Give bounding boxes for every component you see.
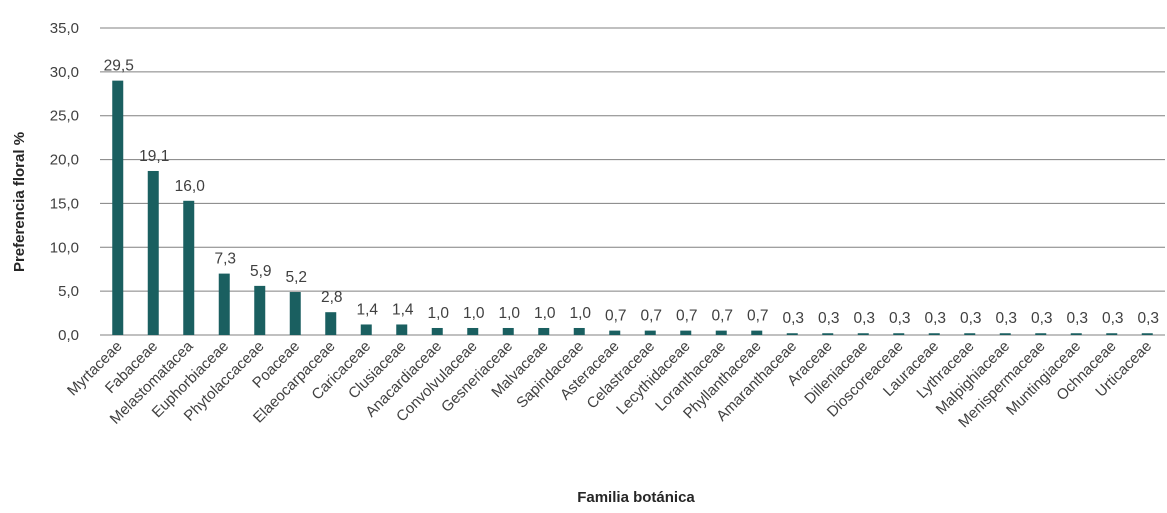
bar	[538, 327, 550, 335]
data-label: 0,3	[782, 310, 804, 327]
bar	[893, 333, 905, 335]
bar	[360, 324, 372, 335]
data-label: 16,0	[175, 178, 206, 195]
bar	[431, 327, 443, 335]
bar	[609, 330, 621, 335]
data-label: 1,0	[463, 305, 485, 322]
bar	[1141, 333, 1153, 335]
bar	[964, 333, 976, 335]
bar	[1070, 333, 1082, 335]
y-axis-title: Preferencia floral %	[11, 132, 28, 272]
data-label: 1,0	[534, 305, 556, 322]
data-label: 0,3	[1102, 310, 1124, 327]
bar	[467, 327, 479, 335]
data-label: 19,1	[139, 148, 169, 165]
y-axis-ticks: 0,0 5,0 10,0 15,0 20,0 25,0 30,0 35,0	[50, 20, 79, 344]
data-label: 0,7	[711, 308, 733, 325]
bar	[857, 333, 869, 335]
data-label: 0,3	[960, 310, 982, 327]
bar	[751, 330, 763, 335]
bar	[1035, 333, 1047, 335]
bar	[147, 170, 159, 335]
bar	[715, 330, 727, 335]
data-labels: 29,5 19,1 16,0 7,3 5,9 5,2 2,8 1,4 1,4 1,0 1,0 1,0 1…	[104, 58, 1159, 328]
bar	[325, 312, 337, 335]
data-label: 7,3	[214, 251, 236, 268]
bar	[112, 80, 124, 335]
bar	[999, 333, 1011, 335]
data-label: 0,3	[1137, 310, 1159, 327]
bar	[289, 292, 301, 335]
y-tick-label: 10,0	[50, 239, 79, 256]
data-label: 0,3	[1031, 310, 1053, 327]
data-label: 0,3	[924, 310, 946, 327]
bar	[680, 330, 692, 335]
x-axis-categories: MyrtaceaeFabaceaeMelastomataceaEuphorbia…	[64, 337, 1155, 431]
bar	[502, 327, 514, 335]
data-label: 1,4	[392, 301, 414, 318]
data-label: 0,7	[605, 308, 627, 325]
data-label: 0,7	[676, 308, 698, 325]
data-label: 2,8	[321, 289, 343, 306]
bar	[786, 333, 798, 335]
y-tick-label: 35,0	[50, 20, 79, 37]
y-tick-label: 20,0	[50, 152, 79, 169]
bar	[218, 273, 230, 335]
bar	[928, 333, 940, 335]
bars	[112, 80, 1153, 335]
data-label: 29,5	[104, 58, 134, 75]
data-label: 0,3	[995, 310, 1017, 327]
data-label: 0,3	[1066, 310, 1088, 327]
data-label: 1,0	[498, 305, 520, 322]
data-label: 0,3	[818, 310, 840, 327]
y-tick-label: 15,0	[50, 195, 79, 212]
data-label: 5,2	[285, 269, 307, 286]
bar	[822, 333, 834, 335]
data-label: 1,0	[569, 305, 591, 322]
bar	[1106, 333, 1118, 335]
gridlines	[100, 27, 1165, 336]
bar	[396, 324, 408, 335]
data-label: 0,3	[889, 310, 911, 327]
bar	[254, 285, 266, 335]
y-tick-label: 25,0	[50, 108, 79, 125]
bar	[644, 330, 656, 335]
data-label: 1,0	[427, 305, 449, 322]
data-label: 0,7	[747, 308, 769, 325]
x-axis-title: Familia botánica	[577, 489, 695, 506]
y-tick-label: 0,0	[58, 327, 79, 344]
y-tick-label: 5,0	[58, 283, 79, 300]
bar	[573, 327, 585, 335]
y-tick-label: 30,0	[50, 64, 79, 81]
data-label: 1,4	[356, 301, 378, 318]
data-label: 0,7	[640, 308, 662, 325]
data-label: 0,3	[853, 310, 875, 327]
data-label: 5,9	[250, 263, 272, 280]
bar	[183, 200, 195, 335]
